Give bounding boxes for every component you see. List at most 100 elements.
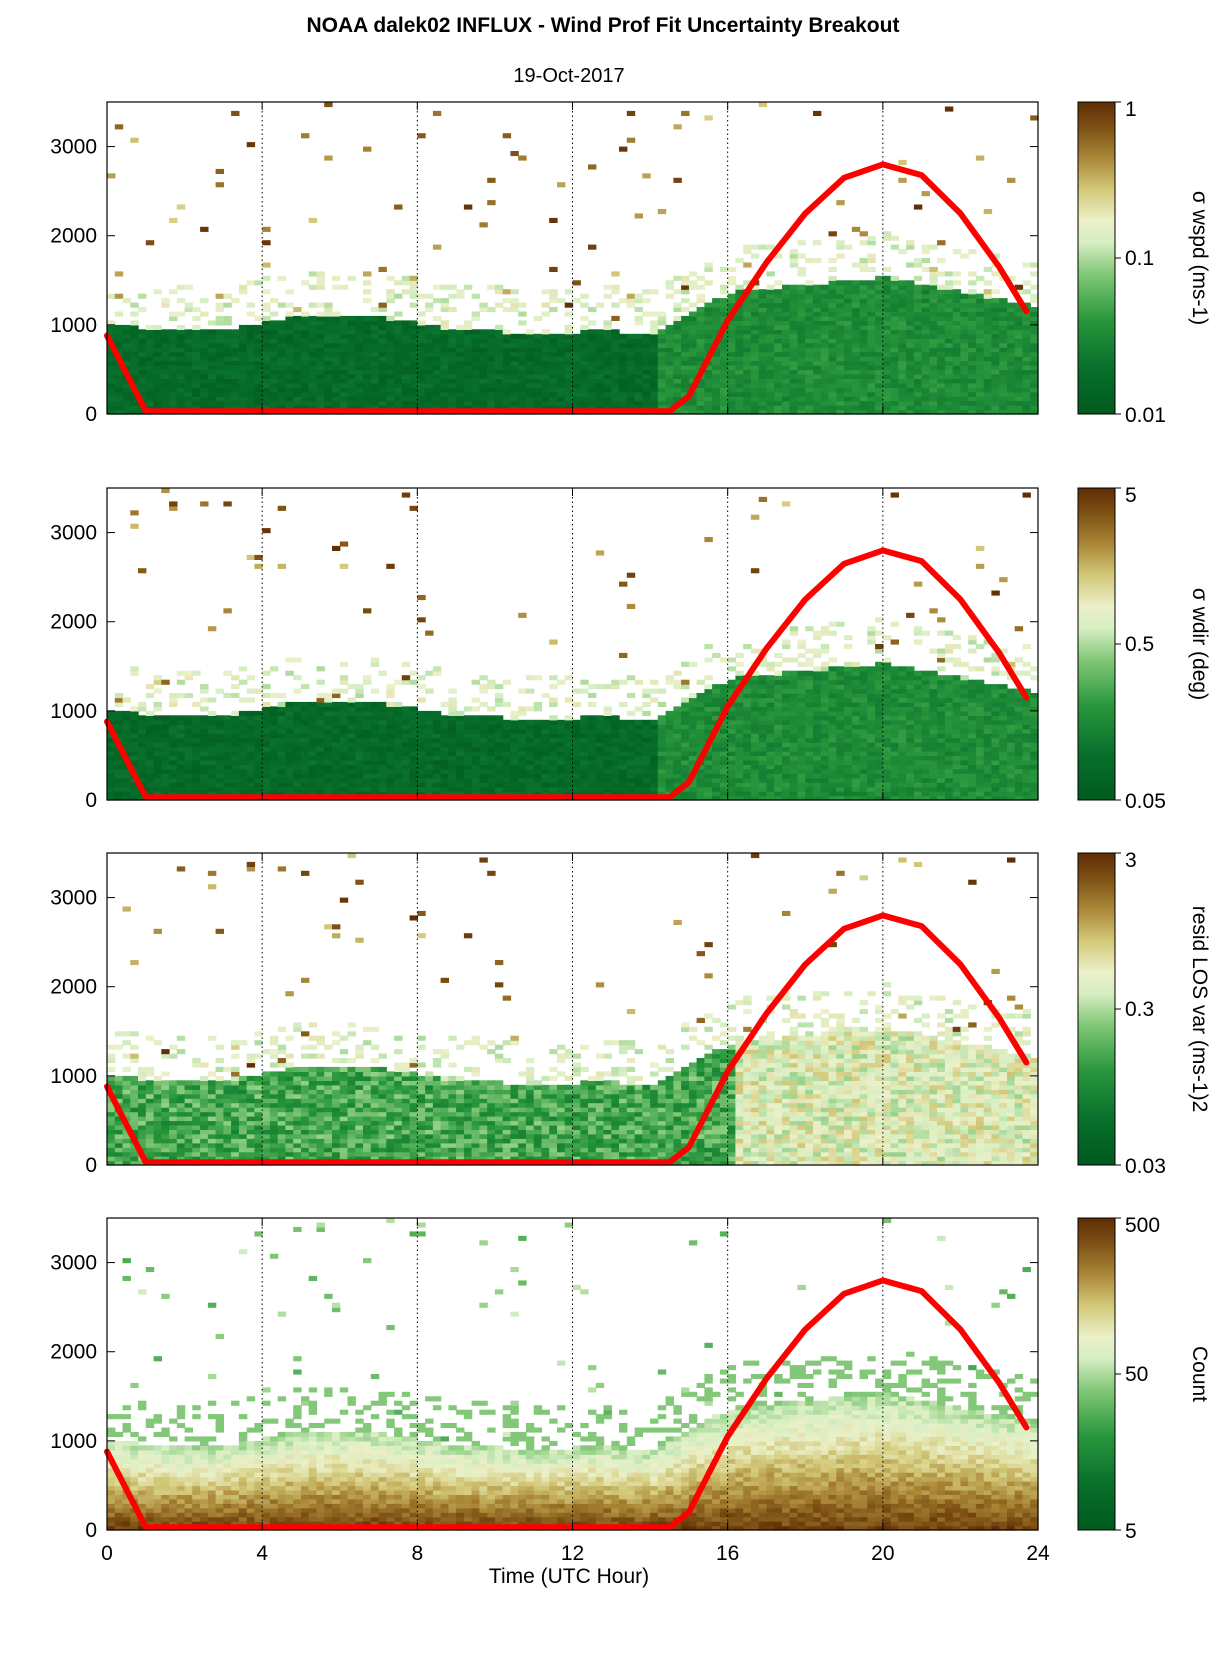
heatmap-cell — [471, 742, 480, 748]
heatmap-cell — [603, 320, 612, 326]
heatmap-cell — [557, 786, 566, 792]
heatmap-cell — [727, 369, 737, 375]
heatmap-cell — [681, 697, 690, 703]
heatmap-cell — [192, 387, 201, 393]
heatmap-cell — [401, 373, 411, 379]
heatmap-cell — [875, 307, 884, 313]
heatmap-cell — [293, 369, 302, 375]
heatmap-cell — [975, 315, 985, 321]
heatmap-cell — [471, 391, 480, 397]
heatmap-cell — [719, 751, 729, 757]
heatmap-cell — [525, 728, 535, 734]
heatmap-cell — [269, 715, 279, 721]
heatmap-cell — [882, 307, 892, 313]
heatmap-cell — [308, 746, 318, 752]
heatmap-cell — [867, 307, 876, 313]
heatmap-cell — [207, 378, 217, 384]
heatmap-cell — [906, 382, 915, 388]
heatmap-cell — [463, 378, 473, 384]
heatmap-cell — [588, 755, 597, 761]
heatmap-cell — [510, 347, 519, 353]
heatmap-cell — [704, 693, 713, 699]
heatmap-cell — [332, 320, 341, 326]
heatmap-cell — [231, 387, 240, 393]
heatmap-cell — [518, 365, 527, 371]
heatmap-cell — [968, 356, 977, 362]
heatmap-cell — [797, 302, 806, 308]
heatmap-cell — [192, 400, 201, 406]
heatmap-cell — [394, 356, 403, 362]
heatmap-cell — [456, 405, 465, 411]
heatmap-cell — [642, 701, 651, 707]
heatmap-cell — [301, 755, 310, 761]
heatmap-cell — [231, 110, 240, 116]
heatmap-cell — [704, 365, 713, 371]
heatmap-cell — [836, 405, 845, 411]
heatmap-cell — [425, 777, 434, 783]
heatmap-cell — [223, 382, 232, 388]
heatmap-cell — [463, 396, 473, 402]
heatmap-cell — [425, 742, 434, 748]
heatmap-cell — [153, 405, 162, 411]
heatmap-cell — [432, 666, 442, 672]
heatmap-cell — [184, 728, 193, 734]
heatmap-cell — [774, 369, 783, 375]
heatmap-cell — [595, 724, 605, 730]
heatmap-cell — [557, 347, 566, 353]
heatmap-cell — [906, 240, 915, 246]
heatmap-cell — [735, 338, 744, 344]
heatmap-cell — [153, 391, 162, 397]
heatmap-cell — [929, 365, 938, 371]
heatmap-cell — [952, 311, 962, 317]
heatmap-cell — [363, 338, 372, 344]
heatmap-cell — [246, 360, 256, 366]
heatmap-cell — [657, 396, 667, 402]
heatmap-cell — [983, 382, 993, 388]
heatmap-cell — [851, 262, 861, 268]
heatmap-cell — [479, 333, 488, 339]
heatmap-cell — [859, 262, 868, 268]
heatmap-cell — [200, 351, 209, 357]
heatmap-cell — [262, 347, 271, 353]
heatmap-cell — [355, 693, 364, 699]
heatmap-cell — [875, 298, 884, 304]
heatmap-cell — [859, 378, 868, 384]
heatmap-cell — [176, 679, 186, 685]
heatmap-cell — [952, 382, 962, 388]
heatmap-cell — [502, 382, 512, 388]
heatmap-cell — [487, 356, 496, 362]
heatmap-cell — [425, 786, 434, 792]
heatmap-cell — [719, 768, 729, 774]
heatmap-cell — [114, 369, 124, 375]
heatmap-cell — [339, 782, 349, 788]
heatmap-cell — [634, 724, 643, 730]
heatmap-cell — [789, 258, 799, 264]
heatmap-cell — [906, 298, 915, 304]
heatmap-cell — [479, 701, 488, 707]
heatmap-cell — [409, 320, 418, 326]
heatmap-cell — [425, 378, 434, 384]
heatmap-cell — [114, 338, 124, 344]
heatmap-cell — [797, 351, 806, 357]
heatmap-cell — [820, 351, 830, 357]
heatmap-cell — [114, 124, 124, 130]
heatmap-cell — [122, 795, 131, 801]
heatmap-cell — [200, 387, 209, 393]
heatmap-cell — [983, 356, 993, 362]
heatmap-cell — [269, 347, 279, 353]
heatmap-cell — [867, 338, 876, 344]
heatmap-cell — [285, 342, 294, 348]
heatmap-cell — [541, 400, 550, 406]
heatmap-cell — [1022, 400, 1031, 406]
heatmap-cell — [363, 315, 372, 321]
heatmap-cell — [363, 719, 372, 725]
heatmap-cell — [952, 378, 962, 384]
heatmap-cell — [130, 719, 139, 725]
heatmap-cell — [805, 258, 814, 264]
heatmap-cell — [557, 719, 566, 725]
heatmap-cell — [363, 396, 372, 402]
heatmap-cell — [937, 271, 946, 277]
heatmap-cell — [688, 701, 698, 707]
heatmap-cell — [774, 253, 783, 259]
heatmap-cell — [564, 746, 574, 752]
